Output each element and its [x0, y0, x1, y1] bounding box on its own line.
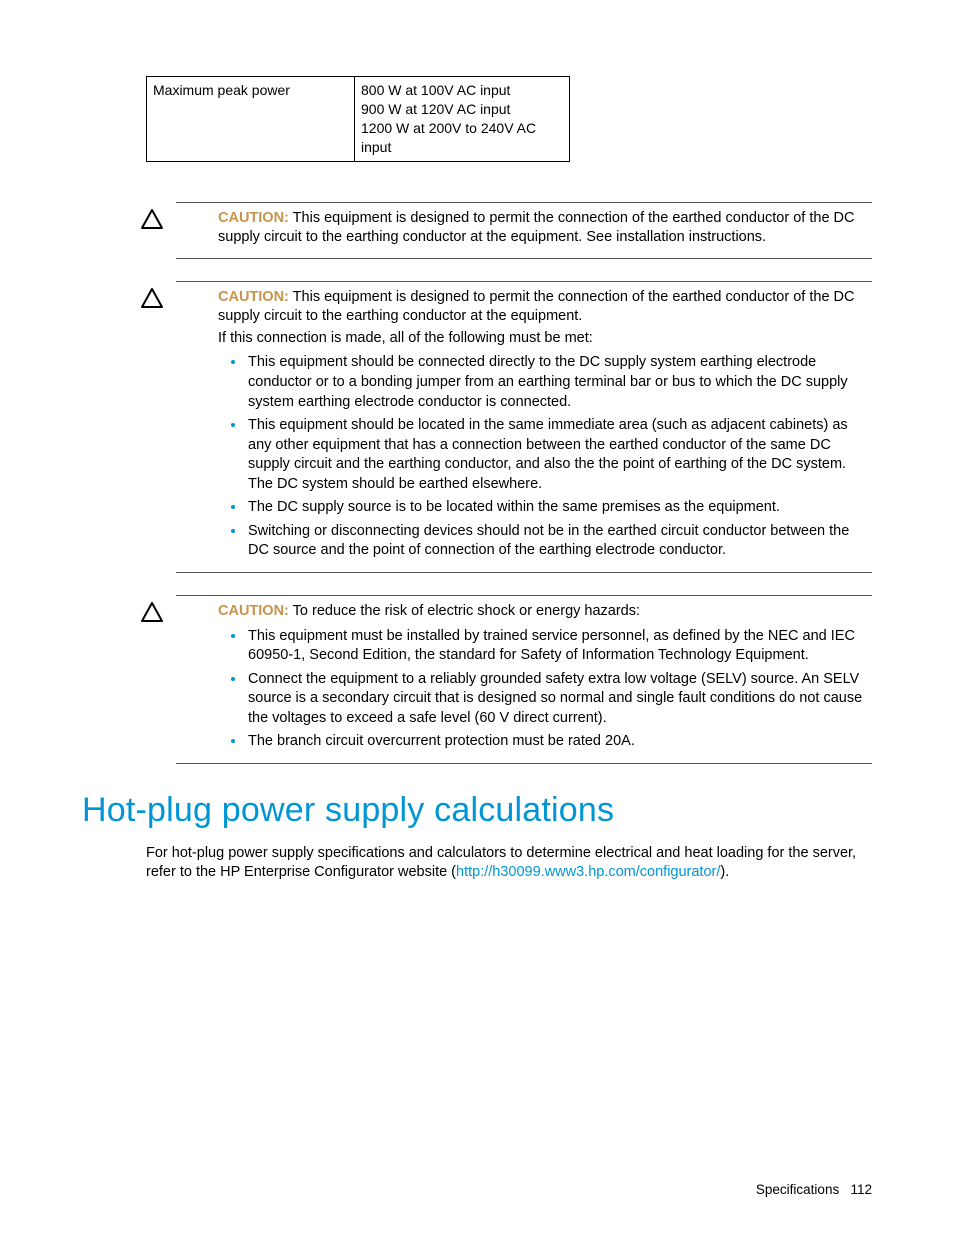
- list-item: Connect the equipment to a reliably grou…: [246, 669, 872, 729]
- spec-value-line: 1200 W at 200V to 240V AC input: [361, 120, 536, 155]
- page-content: Maximum peak power 800 W at 100V AC inpu…: [0, 0, 954, 883]
- configurator-link[interactable]: http://h30099.www3.hp.com/configurator/: [456, 864, 720, 880]
- caution-body: CAUTION: This equipment is designed to p…: [176, 288, 872, 561]
- caution-block: CAUTION: This equipment is designed to p…: [176, 281, 872, 573]
- spec-value-line: 800 W at 100V AC input: [361, 82, 510, 98]
- caution-paragraph: To reduce the risk of electric shock or …: [293, 603, 640, 619]
- caution-paragraph: If this connection is made, all of the f…: [218, 329, 872, 349]
- list-item: Switching or disconnecting devices shoul…: [246, 521, 872, 561]
- section-paragraph: For hot-plug power supply specifications…: [146, 844, 872, 883]
- caution-block: CAUTION: To reduce the risk of electric …: [176, 595, 872, 764]
- section-text: ).: [720, 864, 729, 880]
- caution-icon: [140, 601, 164, 623]
- footer-page-number: 112: [850, 1182, 872, 1197]
- caution-bullet-list: This equipment must be installed by trai…: [218, 626, 872, 752]
- caution-icon: [140, 208, 164, 230]
- spec-value-cell: 800 W at 100V AC input 900 W at 120V AC …: [355, 77, 570, 162]
- caution-bullet-list: This equipment should be connected direc…: [218, 352, 872, 561]
- list-item: This equipment should be located in the …: [246, 415, 872, 494]
- list-item: The branch circuit overcurrent protectio…: [246, 731, 872, 752]
- caution-text: CAUTION: To reduce the risk of electric …: [218, 602, 872, 622]
- table-row: Maximum peak power 800 W at 100V AC inpu…: [147, 77, 570, 162]
- list-item: This equipment should be connected direc…: [246, 352, 872, 412]
- caution-paragraph: This equipment is designed to permit the…: [218, 289, 854, 325]
- caution-text: CAUTION: This equipment is designed to p…: [218, 209, 872, 248]
- caution-paragraph: This equipment is designed to permit the…: [218, 210, 854, 246]
- caution-body: CAUTION: To reduce the risk of electric …: [176, 602, 872, 752]
- list-item: This equipment must be installed by trai…: [246, 626, 872, 666]
- caution-label: CAUTION:: [218, 289, 289, 305]
- caution-icon: [140, 287, 164, 309]
- caution-label: CAUTION:: [218, 603, 289, 619]
- caution-label: CAUTION:: [218, 210, 289, 226]
- caution-body: CAUTION: This equipment is designed to p…: [176, 209, 872, 248]
- list-item: The DC supply source is to be located wi…: [246, 497, 872, 518]
- section-heading: Hot-plug power supply calculations: [82, 788, 872, 834]
- footer-section-label: Specifications: [756, 1182, 839, 1197]
- spec-label-cell: Maximum peak power: [147, 77, 355, 162]
- caution-block: CAUTION: This equipment is designed to p…: [176, 202, 872, 259]
- spec-value-line: 900 W at 120V AC input: [361, 101, 510, 117]
- page-footer: Specifications 112: [756, 1181, 872, 1199]
- spec-table: Maximum peak power 800 W at 100V AC inpu…: [146, 76, 570, 162]
- caution-text: CAUTION: This equipment is designed to p…: [218, 288, 872, 327]
